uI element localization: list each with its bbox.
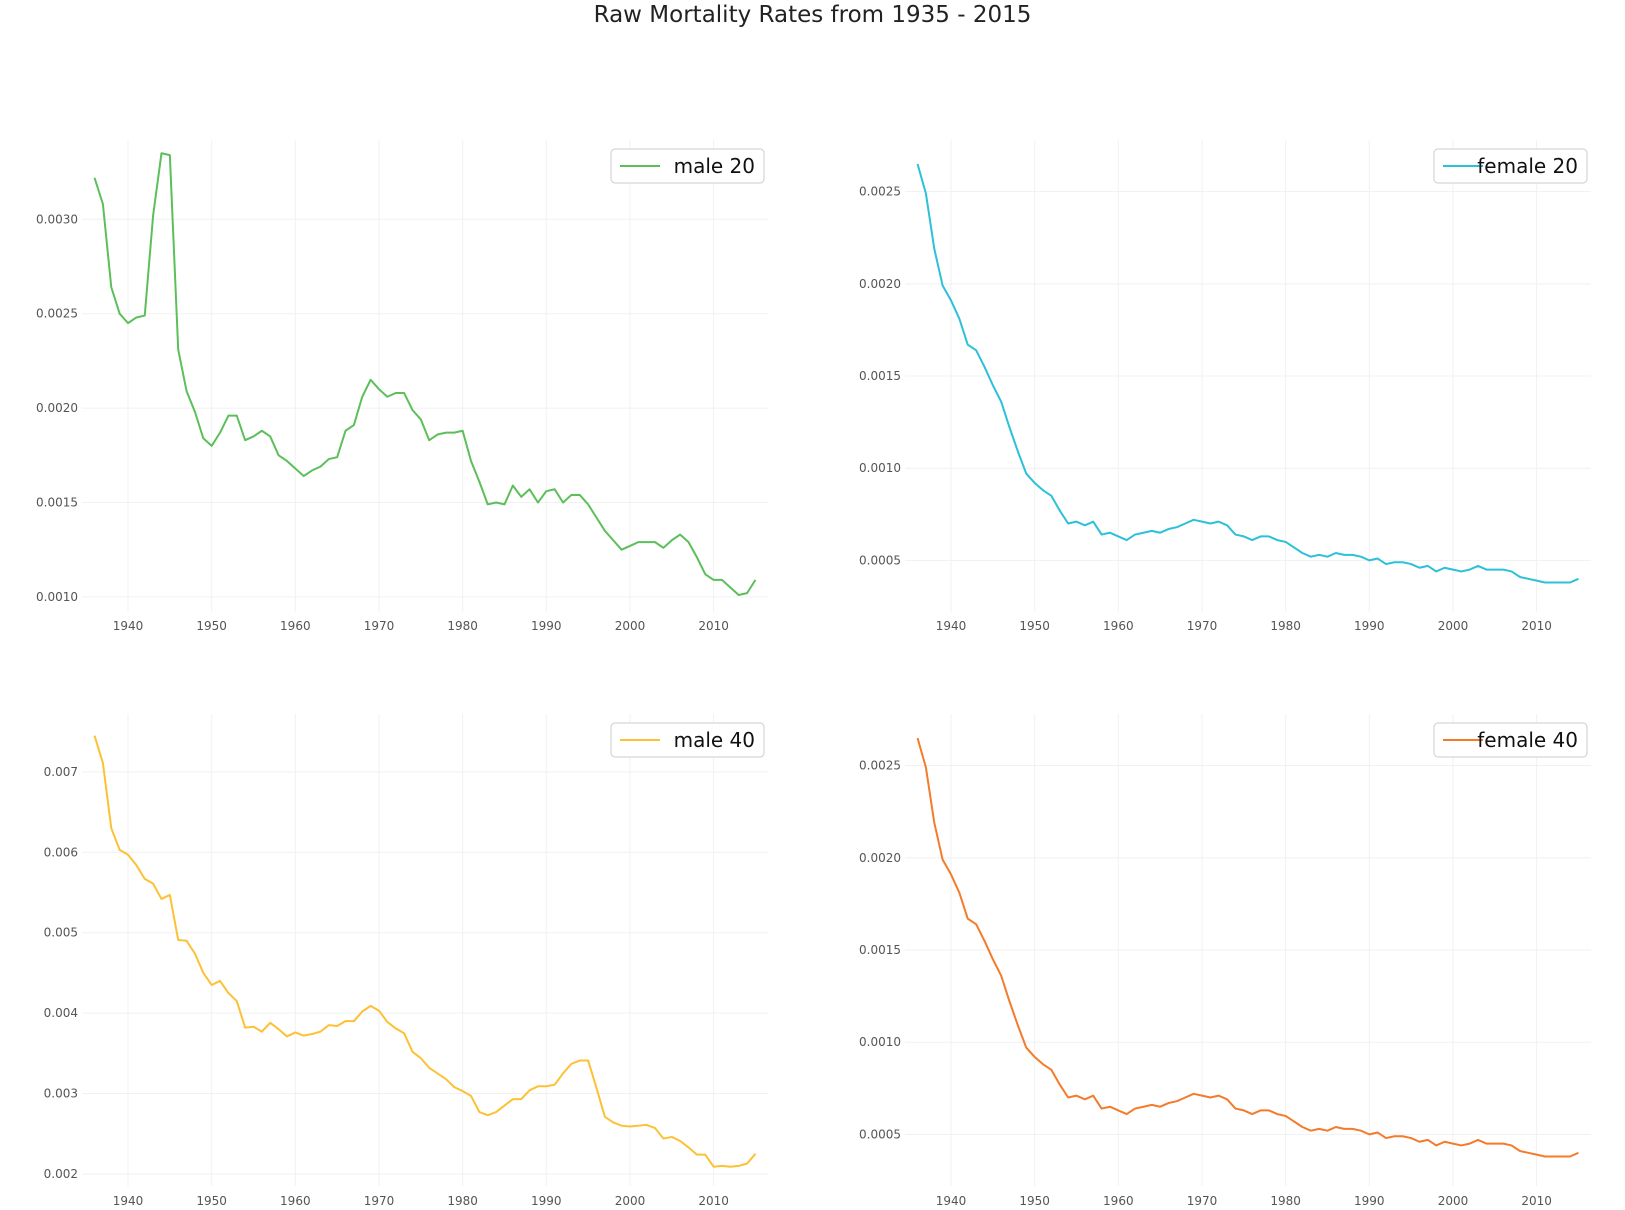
x-tick-label: 2010 — [698, 619, 729, 633]
subplot-3: 1940 1950 1960 1970 1980 1990 2000 2010 0.002 0.0… — [44, 714, 768, 1208]
y-tick-label: 0.0025 — [36, 307, 78, 321]
subplot-1: 1940 1950 1960 1970 1980 1990 2000 2010 0.0010 0.… — [36, 140, 768, 633]
x-tick-label: 1940 — [113, 619, 144, 633]
x-tick-label: 2000 — [615, 619, 646, 633]
y-tick-label: 0.0010 — [36, 590, 78, 604]
legend-box — [1433, 722, 1588, 758]
y-tick-label: 0.002 — [44, 1167, 78, 1181]
x-tick-label: 1960 — [280, 619, 311, 633]
x-tick-label: 1990 — [1354, 1194, 1385, 1208]
y-tick-label: 0.0020 — [859, 277, 901, 291]
x-tick-label: 1960 — [1103, 1194, 1134, 1208]
legend: male 20 — [610, 148, 765, 184]
figure-title: Raw Mortality Rates from 1935 - 2015 — [593, 2, 1032, 28]
y-tick-label: 0.0025 — [859, 759, 901, 773]
y-tick-label: 0.0025 — [859, 185, 901, 199]
y-tick-label: 0.0010 — [859, 461, 901, 475]
x-tick-label: 1940 — [936, 1194, 967, 1208]
legend-label: male 20 — [674, 154, 755, 178]
x-tick-label: 1960 — [280, 1194, 311, 1208]
legend-box — [610, 148, 765, 184]
subplot-2: 1940 1950 1960 1970 1980 1990 2000 2010 0.0005 0.… — [859, 140, 1591, 633]
legend-label: female 40 — [1477, 728, 1578, 752]
x-tick-label: 1970 — [1187, 619, 1218, 633]
legend: male 40 — [610, 722, 765, 758]
y-tick-label: 0.007 — [44, 765, 78, 779]
y-tick-label: 0.004 — [44, 1006, 78, 1020]
x-tick-label: 1970 — [364, 1194, 395, 1208]
x-tick-label: 2010 — [1521, 1194, 1552, 1208]
legend: female 20 — [1433, 148, 1588, 184]
x-tick-label: 1970 — [1187, 1194, 1218, 1208]
y-tick-label: 0.0020 — [859, 851, 901, 865]
legend-label: male 40 — [674, 728, 755, 752]
y-tick-label: 0.0030 — [36, 212, 78, 226]
y-tick-label: 0.0005 — [859, 553, 901, 567]
x-tick-label: 1980 — [447, 619, 478, 633]
x-tick-label: 1940 — [936, 619, 967, 633]
x-tick-label: 1990 — [1354, 619, 1385, 633]
x-tick-label: 1950 — [1019, 619, 1050, 633]
x-tick-label: 1990 — [531, 619, 562, 633]
legend-box — [1433, 148, 1588, 184]
y-tick-label: 0.0020 — [36, 401, 78, 415]
x-tick-label: 1980 — [1270, 619, 1301, 633]
subplot-4: 1940 1950 1960 1970 1980 1990 2000 2010 0.0005 0.… — [859, 714, 1591, 1208]
x-tick-label: 1950 — [196, 1194, 227, 1208]
x-tick-label: 2010 — [1521, 619, 1552, 633]
x-tick-label: 2000 — [1438, 1194, 1469, 1208]
series-line — [93, 735, 757, 1168]
x-tick-label: 1950 — [1019, 1194, 1050, 1208]
x-tick-label: 2010 — [698, 1194, 729, 1208]
x-tick-label: 2000 — [1438, 619, 1469, 633]
y-tick-label: 0.0010 — [859, 1035, 901, 1049]
x-tick-label: 1950 — [196, 619, 227, 633]
x-tick-label: 1970 — [364, 619, 395, 633]
x-tick-label: 1960 — [1103, 619, 1134, 633]
legend-box — [610, 722, 765, 758]
series-line — [916, 163, 1579, 584]
y-tick-label: 0.006 — [44, 845, 78, 859]
legend-label: female 20 — [1477, 154, 1578, 178]
series-line — [916, 737, 1579, 1158]
series-line — [93, 152, 757, 597]
x-tick-label: 2000 — [615, 1194, 646, 1208]
x-tick-label: 1940 — [113, 1194, 144, 1208]
y-tick-label: 0.003 — [44, 1087, 78, 1101]
legend: female 40 — [1433, 722, 1588, 758]
y-tick-label: 0.0015 — [36, 495, 78, 509]
y-tick-label: 0.005 — [44, 926, 78, 940]
x-tick-label: 1980 — [447, 1194, 478, 1208]
x-tick-label: 1990 — [531, 1194, 562, 1208]
y-tick-label: 0.0015 — [859, 943, 901, 957]
y-tick-label: 0.0005 — [859, 1127, 901, 1141]
y-tick-label: 0.0015 — [859, 369, 901, 383]
x-tick-label: 1980 — [1270, 1194, 1301, 1208]
